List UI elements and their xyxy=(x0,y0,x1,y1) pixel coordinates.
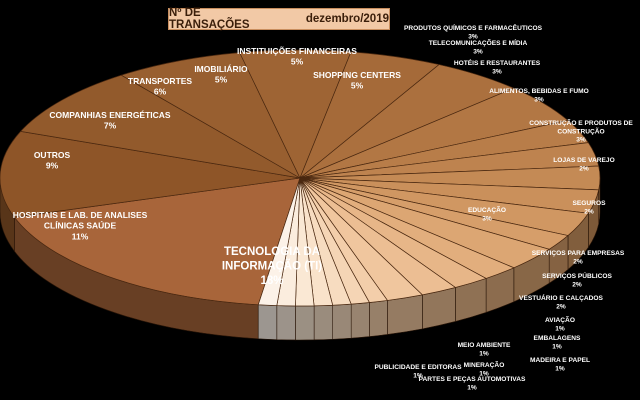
slice-label: VESTUÁRIO E CALÇADOS 2% xyxy=(519,293,603,310)
pie-slice xyxy=(13,177,301,306)
slice-label: CONSTRUÇÃO E PRODUTOS DE CONSTRUÇÃO 3% xyxy=(529,118,633,144)
pie-slice-side xyxy=(332,303,352,340)
pie-slice-side xyxy=(276,305,296,341)
slice-label: AVIAÇÃO 1% xyxy=(545,315,575,332)
slice-label: MADEIRA E PAPEL 1% xyxy=(530,357,590,372)
slice-label: TECNOLOGIA DA INFORMAÇÃO (TI) 18% xyxy=(222,246,322,287)
slice-label: PARTES E PEÇAS AUTOMOTIVAS 1% xyxy=(419,376,526,391)
chart-title: Nº DE TRANSAÇÕES dezembro/2019 xyxy=(168,7,390,31)
slice-label: HOTÉIS E RESTAURANTES 3% xyxy=(454,58,541,75)
slice-label: PUBLICIDADE E EDITORAS 1% xyxy=(374,364,462,379)
pie-slice xyxy=(0,130,301,218)
slice-label: SERVIÇOS PÚBLICOS 2% xyxy=(542,271,612,288)
slice-label: TELECOMUNICAÇÕES E MÍDIA 3% xyxy=(429,38,528,55)
chart-title-text: Nº DE TRANSAÇÕES xyxy=(169,7,250,31)
pie-slice xyxy=(257,177,301,306)
slice-label: MINERAÇÃO 1% xyxy=(464,360,505,377)
slice-label: EDUCAÇÃO 3% xyxy=(468,205,506,222)
slice-label: SEGUROS 2% xyxy=(573,200,607,215)
pie-slice xyxy=(19,74,301,179)
pie-labels: TECNOLOGIA DA INFORMAÇÃO (TI) 18% HOSPITAIS… xyxy=(13,23,634,391)
pie-slice-side xyxy=(295,305,315,341)
slice-label: TRANSPORTES 6% xyxy=(128,76,193,97)
slice-label: HOSPITAIS E LAB. DE ANALISES CLÍNICAS SAÚ… xyxy=(13,210,148,241)
slice-label: INSTITUIÇÕES FINANCEIRAS 5% xyxy=(237,46,357,67)
slice-label: ALIMENTOS, BEBIDAS E FUMO 3% xyxy=(489,88,589,103)
pie-slice-side xyxy=(350,302,370,339)
slice-label: IMOBILIÁRIO 5% xyxy=(194,64,248,85)
slice-label: COMPANHIAS ENERGÉTICAS 7% xyxy=(49,110,171,131)
pie-slice-side xyxy=(387,294,423,335)
slice-label: LOJAS DE VAREJO 2% xyxy=(553,157,614,172)
slice-label: SHOPPING CENTERS 5% xyxy=(313,70,401,91)
slice-label: SERVIÇOS PARA EMPRESAS 2% xyxy=(532,250,625,265)
slice-label: OUTROS 9% xyxy=(34,150,71,171)
pie-slice-side xyxy=(369,300,388,337)
pie-slice-side xyxy=(313,304,333,341)
slice-label: PRODUTOS QUÍMICOS E FARMACÊUTICOS 3% xyxy=(404,23,543,40)
chart-period: dezembro/2019 xyxy=(305,13,389,25)
pie-slice-side xyxy=(257,304,278,340)
pie-slices xyxy=(0,49,601,307)
slice-label: EMBALAGENS 1% xyxy=(534,335,581,350)
pie-slice xyxy=(120,52,301,179)
pie-sides xyxy=(0,177,601,341)
slice-label: MEIO AMBIENTE 1% xyxy=(458,342,511,357)
